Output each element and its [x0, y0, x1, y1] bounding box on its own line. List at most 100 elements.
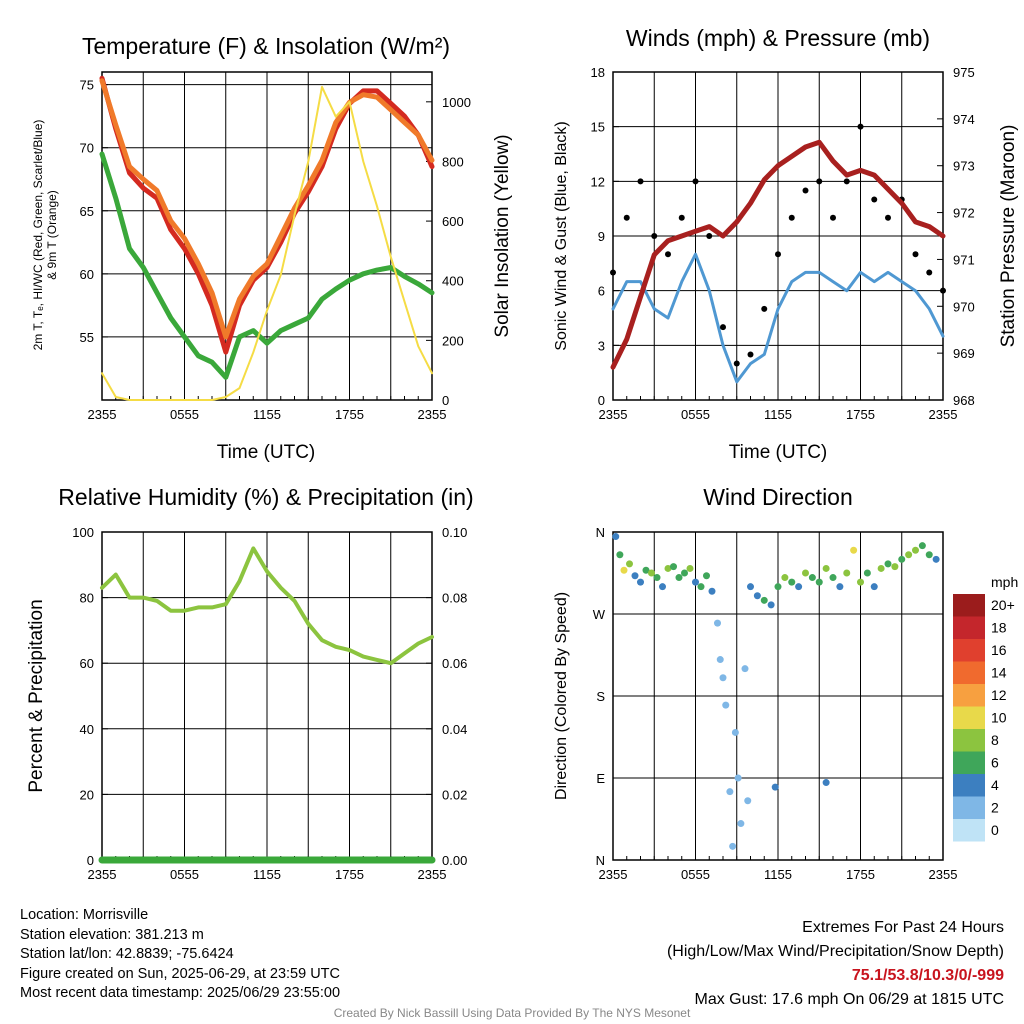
temperature-panel: 2355 0555 1155 1755 2355 55 60 65 70 75 0 200 400 600…: [80, 71, 471, 422]
rh-y-tick: 20: [80, 787, 94, 802]
colorbar-title: mph: [991, 574, 1018, 590]
dir-point: [675, 574, 683, 582]
extremes-subtitle: (High/Low/Max Wind/Precipitation/Snow De…: [666, 943, 1004, 960]
dir-point: [912, 546, 919, 554]
temperature-y-label-line2: & 9m T (Orange): [45, 190, 59, 280]
station-info: Location: Morrisville Station elevation:…: [20, 906, 340, 1004]
dir-point: [850, 546, 858, 554]
dir-y-tick: N: [596, 853, 605, 868]
wind-gust-point: [830, 214, 836, 221]
temp-x-tick: 2355: [418, 407, 447, 422]
wind-y2-tick: 969: [953, 346, 975, 361]
dir-point: [753, 592, 761, 600]
wind-y2-tick: 972: [953, 206, 975, 221]
colorbar-label: 8: [991, 732, 999, 748]
dir-point: [697, 583, 705, 591]
rh-x-tick: 1755: [335, 867, 364, 882]
colorbar-swatch: [953, 639, 985, 662]
dir-point: [918, 542, 926, 550]
rh-line: [100, 546, 434, 666]
dir-point: [747, 583, 754, 591]
colorbar-swatch: [953, 751, 985, 774]
wind-y-tick: 9: [598, 229, 605, 244]
wind-x-label: Time (UTC): [729, 442, 828, 463]
dir-point: [857, 578, 864, 586]
temp-y-tick: 60: [80, 267, 94, 282]
colorbar-label: 12: [991, 687, 1007, 703]
rh-y-tick: 40: [80, 722, 94, 737]
humidity-precip-panel: 2355 0555 1155 1755 23550204060801000.000.02…: [72, 525, 467, 882]
temp-y-tick: 65: [80, 204, 94, 219]
rh-x-tick: 0555: [170, 867, 199, 882]
info-elevation: Station elevation: 381.213 m: [20, 926, 204, 943]
dir-point: [734, 774, 742, 782]
dir-point: [626, 560, 633, 568]
wind-x-tick: 1755: [846, 407, 875, 422]
rh-y-tick: 0: [87, 853, 94, 868]
wind-gust-point: [733, 360, 740, 367]
colorbar-swatch: [953, 774, 985, 797]
rh-y2-tick: 0.06: [442, 656, 467, 671]
wind-gust-point: [912, 251, 919, 258]
rh-y2-tick: 0.02: [442, 787, 467, 802]
wind-gust-point: [761, 305, 768, 312]
temp-y2-tick: 600: [442, 214, 464, 229]
wind-y-tick: 15: [591, 120, 605, 135]
wind-gust-point: [678, 214, 685, 221]
dir-point: [815, 578, 823, 586]
dir-point: [631, 572, 639, 580]
temp-series-line: [99, 151, 435, 380]
dir-y-tick: N: [596, 525, 605, 540]
colorbar-label: 0: [991, 822, 999, 838]
wind-y2-tick: 973: [953, 159, 975, 174]
wind-panel-title: Winds (mph) & Pressure (mb): [626, 25, 930, 51]
dir-point: [670, 563, 677, 571]
colorbar-label: 14: [991, 665, 1007, 681]
dir-point: [788, 578, 796, 586]
temp-y2-tick: 0: [442, 393, 449, 408]
temp-y-tick: 70: [80, 141, 94, 156]
humidity-y-label: Percent & Precipitation: [26, 599, 47, 792]
colorbar-swatch: [953, 594, 985, 617]
dir-point: [822, 564, 830, 572]
wind-y-tick: 3: [598, 338, 605, 353]
humidity-panel-title: Relative Humidity (%) & Precipitation (i…: [58, 484, 473, 510]
dir-point: [729, 842, 737, 850]
wind-y-tick: 6: [598, 284, 605, 299]
dir-point: [898, 555, 906, 563]
wind-gust-point: [926, 269, 933, 276]
colorbar-label: 4: [991, 777, 999, 793]
dir-point: [719, 674, 727, 682]
wind-gust-point: [775, 251, 781, 258]
wind-gust-point: [940, 287, 946, 294]
wind-gust-point: [802, 187, 809, 194]
dir-point: [760, 596, 768, 604]
wind-gust-point: [665, 251, 671, 258]
temp-series-line: [101, 85, 433, 401]
colorbar-swatch: [953, 616, 985, 639]
wind-gust-point: [747, 351, 754, 358]
wind-gust-point: [610, 269, 616, 276]
dir-point: [822, 779, 830, 787]
wind-gust-point: [720, 324, 726, 331]
colorbar-label: 18: [991, 620, 1007, 636]
wind-y-tick: 18: [591, 65, 605, 80]
rh-x-tick: 1155: [253, 867, 281, 882]
direction-panel-title: Wind Direction: [703, 484, 853, 510]
temp-x-tick: 0555: [170, 407, 199, 422]
wind-y2-tick: 968: [953, 393, 975, 408]
wind-y-tick: 0: [598, 393, 605, 408]
dir-x-tick: 2355: [929, 867, 958, 882]
dir-point: [767, 601, 775, 609]
wind-y2-tick: 974: [953, 112, 975, 127]
dir-point: [714, 619, 721, 627]
dir-point: [664, 564, 672, 572]
dir-point: [829, 574, 837, 582]
temperature-y-label-line1: 2m T, Tₑ, HI/WC (Red, Green, Scarlet/Blu…: [31, 120, 45, 351]
extremes-block: Extremes For Past 24 Hours (High/Low/Max…: [667, 916, 1004, 1012]
wind-y-tick: 12: [591, 174, 605, 189]
wind-gust-point: [651, 233, 658, 239]
rh-x-tick: 2355: [418, 867, 447, 882]
wind-gust-point: [706, 233, 713, 239]
